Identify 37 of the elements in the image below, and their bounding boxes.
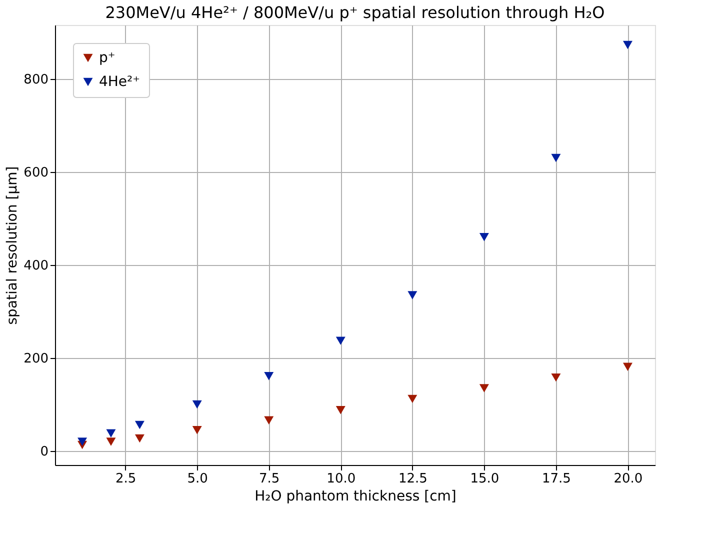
x-axis-title: H₂O phantom thickness [cm] (254, 488, 456, 504)
x-tick-label: 12.5 (398, 472, 428, 486)
point (134, 434, 144, 443)
x-tick-label: 7.5 (259, 472, 280, 486)
point (408, 394, 418, 404)
point (264, 416, 274, 424)
point (336, 406, 346, 414)
x-tick-label: 20.0 (614, 472, 643, 486)
point (192, 426, 202, 434)
y-tick-label: 600 (24, 165, 48, 180)
point (134, 420, 144, 430)
x-tick-label: 10.0 (326, 472, 356, 486)
x-tick-label: 2.5 (115, 472, 136, 486)
chart-title: 230MeV/u 4He²⁺ / 800MeV/u p⁺ spatial resolution through H₂O (105, 3, 605, 22)
y-tick-label: 0 (40, 444, 48, 460)
y-tick-label: 800 (24, 72, 48, 88)
x-tick-label: 17.5 (542, 472, 571, 486)
point (622, 40, 632, 50)
legend-label: 4He²⁺ (99, 74, 140, 90)
point (264, 372, 274, 380)
point (78, 438, 88, 446)
x-tick-label: 15.0 (470, 472, 500, 486)
point (479, 232, 489, 242)
point (622, 362, 632, 371)
y-tick-label: 200 (24, 352, 48, 367)
y-axis-title: spatial resolution [µm] (4, 166, 21, 325)
y-tick-label: 400 (24, 258, 48, 274)
point (192, 400, 202, 409)
point (336, 336, 346, 345)
point (106, 429, 116, 438)
point (106, 438, 116, 446)
point (551, 154, 561, 162)
point (551, 373, 561, 382)
x-tick-label: 5.0 (187, 472, 208, 486)
point (408, 291, 418, 300)
legend-label: p⁺ (99, 50, 116, 66)
point (479, 384, 489, 392)
